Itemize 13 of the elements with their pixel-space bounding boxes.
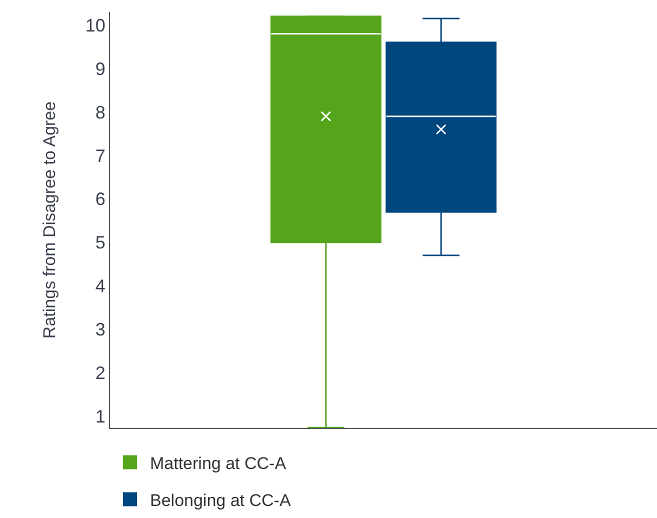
y-tick-label: 6 <box>95 189 106 210</box>
y-tick-label: 7 <box>95 146 106 166</box>
legend-label: Mattering at CC-A <box>150 454 287 473</box>
y-tick-label: 3 <box>95 320 106 340</box>
y-tick-label: 2 <box>95 363 106 384</box>
y-tick-label: 4 <box>95 276 106 296</box>
y-tick-label: 10 <box>85 15 106 36</box>
y-tick-label: 5 <box>95 232 106 253</box>
y-tick-label: 1 <box>95 406 106 427</box>
y-axis-title: Ratings from Disagree to Agree <box>40 101 59 339</box>
y-tick-label: 9 <box>95 58 106 79</box>
y-tick-label: 8 <box>95 102 106 122</box>
legend-label: Belonging at CC-A <box>150 490 292 510</box>
